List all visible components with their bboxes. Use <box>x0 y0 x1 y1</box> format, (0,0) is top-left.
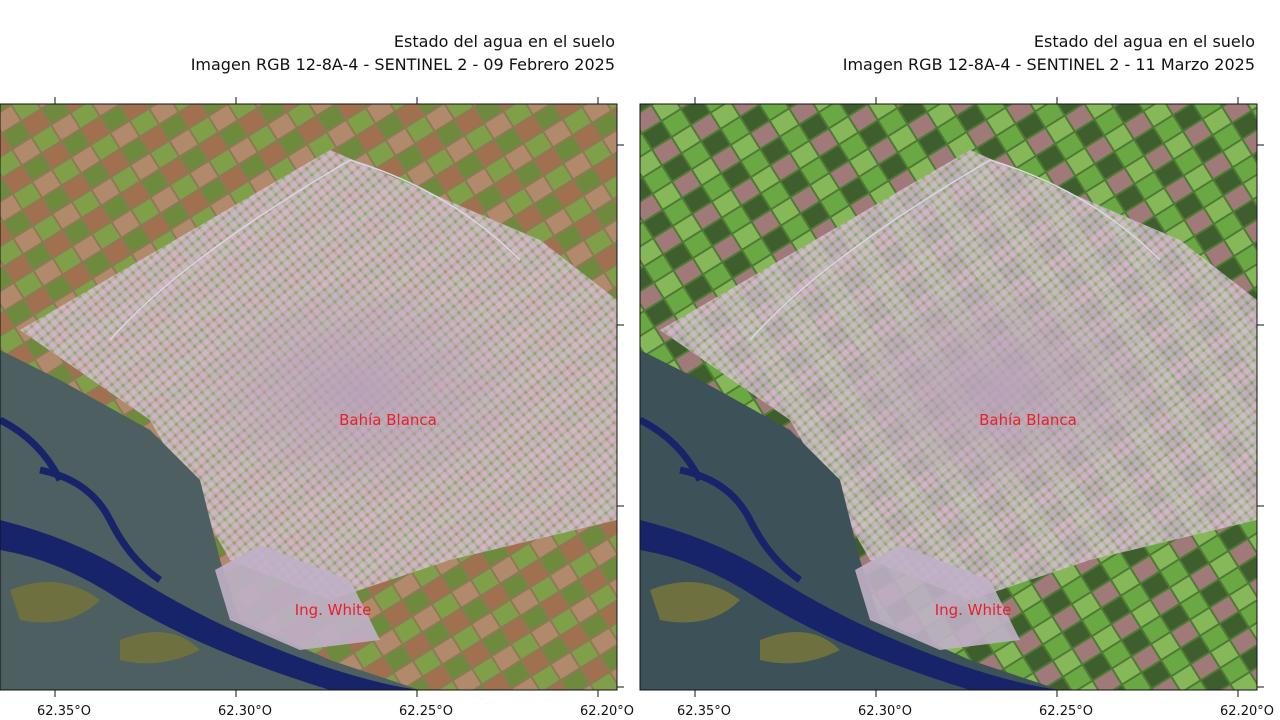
map-title: Estado del agua en el suelo <box>1034 32 1255 51</box>
x-tick-label: 62.35°O <box>677 704 731 719</box>
ring-road <box>109 159 521 341</box>
estuary <box>640 520 1060 690</box>
marsh <box>0 350 420 690</box>
map-title: Imagen RGB 12-8A-4 - SENTINEL 2 - 09 Feb… <box>191 55 615 74</box>
map-title: Imagen RGB 12-8A-4 - SENTINEL 2 - 11 Mar… <box>843 55 1255 74</box>
port <box>215 545 380 650</box>
x-tick-label: 62.30°O <box>858 704 912 719</box>
place-label: Ing. White <box>935 601 1012 619</box>
channel <box>0 416 162 583</box>
channel <box>640 416 802 583</box>
x-tick-label: 62.35°O <box>37 704 91 719</box>
map-title: Estado del agua en el suelo <box>394 32 615 51</box>
ring-road <box>749 159 1161 341</box>
map-frame <box>639 103 1258 691</box>
x-tick-label: 62.20°O <box>580 704 634 719</box>
x-tick-label: 62.25°O <box>1039 704 1093 719</box>
marsh-patches <box>650 582 840 664</box>
estuary <box>0 520 420 690</box>
x-tick-label: 62.20°O <box>1220 704 1274 719</box>
place-label: Ing. White <box>295 601 372 619</box>
map-panel: Estado del agua en el suelo Imagen RGB 12… <box>0 32 634 719</box>
x-tick-label: 62.25°O <box>399 704 453 719</box>
city-center <box>190 280 530 500</box>
x-tick-label: 62.30°O <box>218 704 272 719</box>
satellite-image <box>0 104 617 690</box>
map-frame <box>0 103 618 691</box>
map-panel: Estado del agua en el suelo Imagen RGB 12… <box>639 32 1274 719</box>
port <box>855 545 1020 650</box>
satellite-image <box>640 104 1257 690</box>
place-label: Bahía Blanca <box>339 411 437 429</box>
place-label: Bahía Blanca <box>979 411 1077 429</box>
city-center <box>830 280 1170 500</box>
marsh <box>640 350 1060 690</box>
marsh-patches <box>10 582 200 664</box>
